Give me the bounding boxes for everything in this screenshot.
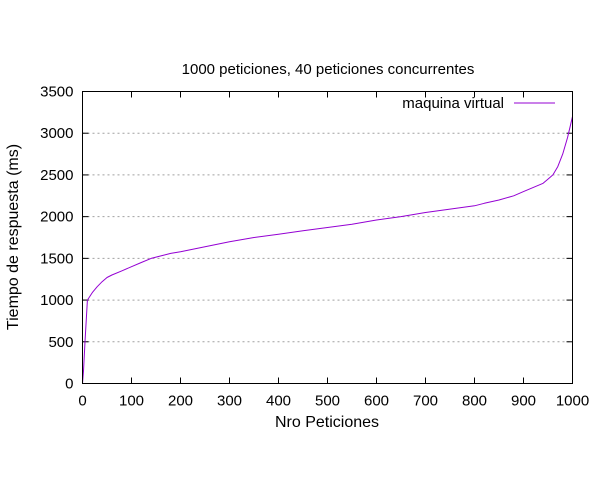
x-tick-label: 800 [462,393,487,410]
series-line [82,116,573,384]
y-tick-label: 3500 [40,84,73,101]
y-tick-label: 1000 [40,292,73,309]
y-tick-label: 2000 [40,209,73,226]
x-axis-ticks: 0 100 200 300 400 500 600 700 800 900 1000 [78,91,589,410]
x-tick-label: 200 [168,393,193,410]
x-tick-label: 600 [364,393,389,410]
x-axis-label: Nro Peticiones [275,414,379,431]
x-tick-label: 1000 [556,393,589,410]
legend-label: maquina virtual [402,95,504,112]
grid-lines [82,132,573,343]
x-tick-label: 900 [511,393,536,410]
y-tick-label: 0 [65,376,73,393]
y-tick-label: 2500 [40,167,73,184]
y-tick-label: 3000 [40,125,73,142]
chart-title: 1000 peticiones, 40 peticiones concurren… [182,61,475,78]
x-tick-label: 0 [78,393,86,410]
y-tick-label: 1500 [40,250,73,267]
y-tick-label: 500 [48,334,73,351]
x-tick-label: 100 [119,393,144,410]
x-tick-label: 700 [413,393,438,410]
plot-frame [82,91,573,384]
x-tick-label: 400 [266,393,291,410]
x-tick-label: 500 [315,393,340,410]
legend: maquina virtual [402,95,555,112]
x-tick-label: 300 [217,393,242,410]
y-axis-ticks: 0 500 1000 1500 2000 2500 3000 3500 [40,84,573,393]
series-lines [82,116,573,384]
y-axis-label: Tiempo de respuesta (ms) [5,144,22,330]
